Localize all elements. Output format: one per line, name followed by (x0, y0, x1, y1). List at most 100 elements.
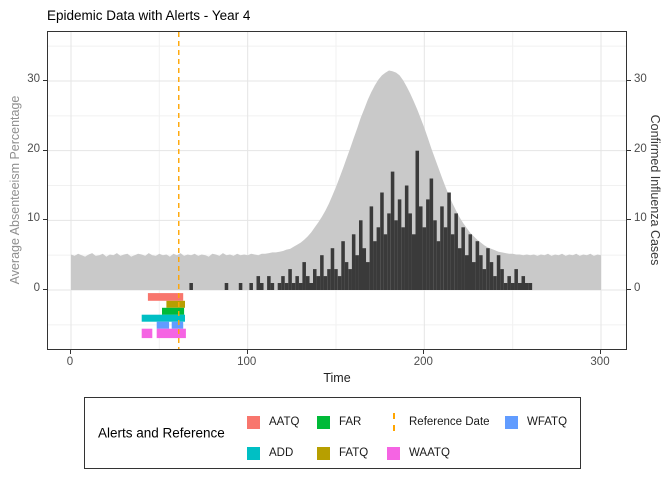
influenza-bar (450, 234, 455, 290)
y-tick-mark-left (43, 149, 47, 151)
influenza-bar (486, 248, 490, 290)
influenza-bar (496, 255, 501, 290)
y-tick-label-right: 20 (634, 142, 647, 155)
influenza-bar (302, 262, 306, 290)
influenza-bar (380, 192, 384, 290)
influenza-bar (362, 248, 367, 290)
influenza-bar (433, 220, 437, 290)
legend-item-fatq: FATQ (317, 445, 368, 461)
influenza-bar (366, 262, 370, 290)
influenza-bar (394, 220, 398, 290)
y-tick-label-right: 10 (634, 212, 647, 225)
y-tick-label-left: 0 (33, 282, 40, 294)
legend-key-dashed-line-icon (387, 413, 400, 431)
influenza-bar (507, 276, 511, 290)
y-tick-label-left: 30 (27, 72, 40, 85)
influenza-bar (419, 206, 423, 290)
influenza-bar (528, 283, 533, 290)
influenza-bar (461, 227, 465, 290)
influenza-bar (298, 283, 303, 290)
alert-tile-fatq (166, 300, 185, 308)
influenza-bar (408, 213, 412, 290)
influenza-bar (313, 269, 317, 290)
legend-item-add: ADD (247, 445, 293, 461)
influenza-bar (337, 276, 342, 290)
influenza-bar (277, 283, 282, 290)
legend-title: Alerts and Reference (98, 425, 225, 441)
influenza-bar (284, 283, 289, 290)
influenza-bar (426, 199, 430, 290)
influenza-bar (359, 220, 363, 290)
y-tick-label-right: 30 (634, 72, 647, 85)
legend-key-swatch-icon (317, 415, 330, 429)
influenza-bar (238, 283, 243, 290)
y-tick-label-left: 10 (27, 212, 40, 225)
influenza-bar (454, 213, 458, 290)
influenza-bar (348, 269, 352, 290)
plot-title: Epidemic Data with Alerts - Year 4 (47, 8, 251, 23)
influenza-bar (514, 269, 518, 290)
influenza-bar (447, 192, 451, 290)
influenza-bar (415, 150, 420, 290)
influenza-bar (309, 283, 314, 290)
legend: Alerts and Reference AATQ ADD FAR FATQ Refer… (84, 397, 581, 469)
influenza-bar (429, 178, 434, 290)
influenza-bar (440, 206, 444, 290)
legend-item-label: FATQ (339, 447, 369, 459)
influenza-bar (189, 283, 193, 290)
x-tick-label: 300 (590, 356, 610, 368)
influenza-bar (355, 255, 359, 290)
y-axis-title-right: Confirmed Influenza Cases (648, 114, 662, 266)
y-tick-mark-right (627, 79, 631, 81)
influenza-bar (351, 234, 356, 290)
alert-tile-wfatq (171, 321, 184, 329)
alert-tile-waatq (156, 328, 186, 339)
influenza-bar (281, 276, 285, 290)
influenza-bar (288, 269, 292, 290)
influenza-bar (465, 255, 469, 290)
influenza-bar (376, 227, 381, 290)
influenza-bar (224, 283, 229, 290)
legend-item-label: AATQ (269, 416, 300, 428)
legend-item-reference-date: Reference Date (387, 413, 490, 431)
influenza-bar (468, 234, 473, 290)
x-tick-mark (600, 350, 601, 354)
influenza-bar (291, 283, 296, 290)
alert-tile-far (162, 307, 185, 315)
influenza-bar (390, 171, 395, 290)
influenza-bar (475, 241, 480, 290)
legend-key-swatch-icon (247, 446, 260, 460)
influenza-bar (500, 269, 504, 290)
influenza-bar (489, 262, 494, 290)
influenza-bar (369, 206, 374, 290)
influenza-bar (443, 227, 448, 290)
x-tick-mark (70, 350, 71, 354)
influenza-bar (387, 213, 391, 290)
influenza-bar (525, 283, 529, 290)
influenza-bar (249, 283, 253, 290)
y-tick-mark-right (627, 219, 631, 221)
influenza-bar (334, 269, 338, 290)
influenza-bar (344, 262, 349, 290)
influenza-bar (373, 241, 377, 290)
influenza-bar (518, 283, 522, 290)
legend-item-label: WAATQ (409, 447, 450, 459)
influenza-bar (260, 283, 264, 290)
legend-item-wfatq: WFATQ (505, 414, 567, 430)
legend-key-swatch-icon (247, 415, 260, 429)
y-tick-mark-left (43, 219, 47, 221)
alert-tile-add (141, 314, 185, 322)
x-tick-label: 100 (237, 356, 257, 368)
influenza-bar (412, 234, 416, 290)
legend-key-swatch-icon (505, 415, 518, 429)
legend-item-waatq: WAATQ (387, 445, 450, 461)
influenza-bar (327, 269, 331, 290)
alert-tile-aatq (147, 293, 184, 301)
legend-item-label: FAR (339, 416, 362, 428)
y-tick-mark-left (43, 79, 47, 81)
influenza-bar (479, 255, 483, 290)
influenza-bar (521, 276, 526, 290)
alert-tile-wfatq (156, 321, 170, 329)
influenza-bar (323, 276, 328, 290)
influenza-bar (436, 241, 441, 290)
